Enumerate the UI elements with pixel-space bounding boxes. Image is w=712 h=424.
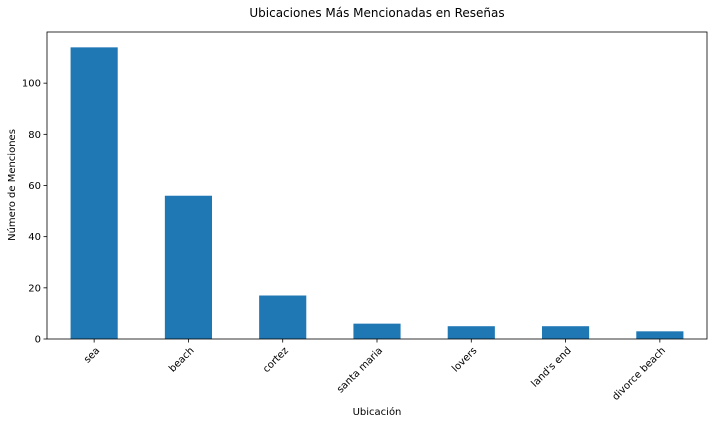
bar-santa-maria — [353, 323, 401, 339]
x-tick-label: beach — [167, 345, 196, 374]
chart-title: Ubicaciones Más Mencionadas en Reseñas — [249, 6, 504, 20]
y-tick-label: 60 — [28, 181, 41, 192]
y-axis: 0 20 40 60 80 100 — [22, 79, 47, 346]
x-tick-label: divorce beach — [610, 345, 668, 403]
x-tick-label: sea — [82, 345, 102, 365]
y-tick-label: 20 — [28, 283, 41, 294]
bar-beach — [164, 195, 212, 339]
bar-lovers — [447, 326, 495, 339]
bar-divorce-beach — [636, 331, 684, 339]
plot-frame — [46, 31, 708, 340]
x-axis-label: Ubicación — [353, 406, 402, 418]
x-tick-label: land's end — [529, 345, 573, 389]
y-tick-label: 100 — [22, 79, 41, 90]
bar-cortez — [259, 295, 307, 339]
bar-land-s-end — [542, 326, 590, 339]
x-axis: sea beach cortez santa maria lovers land's en… — [82, 339, 668, 403]
x-tick-label: lovers — [450, 345, 479, 374]
y-axis-label: Número de Menciones — [6, 129, 18, 241]
y-tick-label: 80 — [28, 130, 41, 141]
bar-sea — [70, 47, 118, 339]
y-tick-label: 0 — [35, 335, 41, 346]
x-tick-label: santa maria — [335, 345, 385, 395]
y-tick-label: 40 — [28, 232, 41, 243]
bars-group — [70, 47, 684, 339]
x-tick-label: cortez — [261, 345, 291, 375]
